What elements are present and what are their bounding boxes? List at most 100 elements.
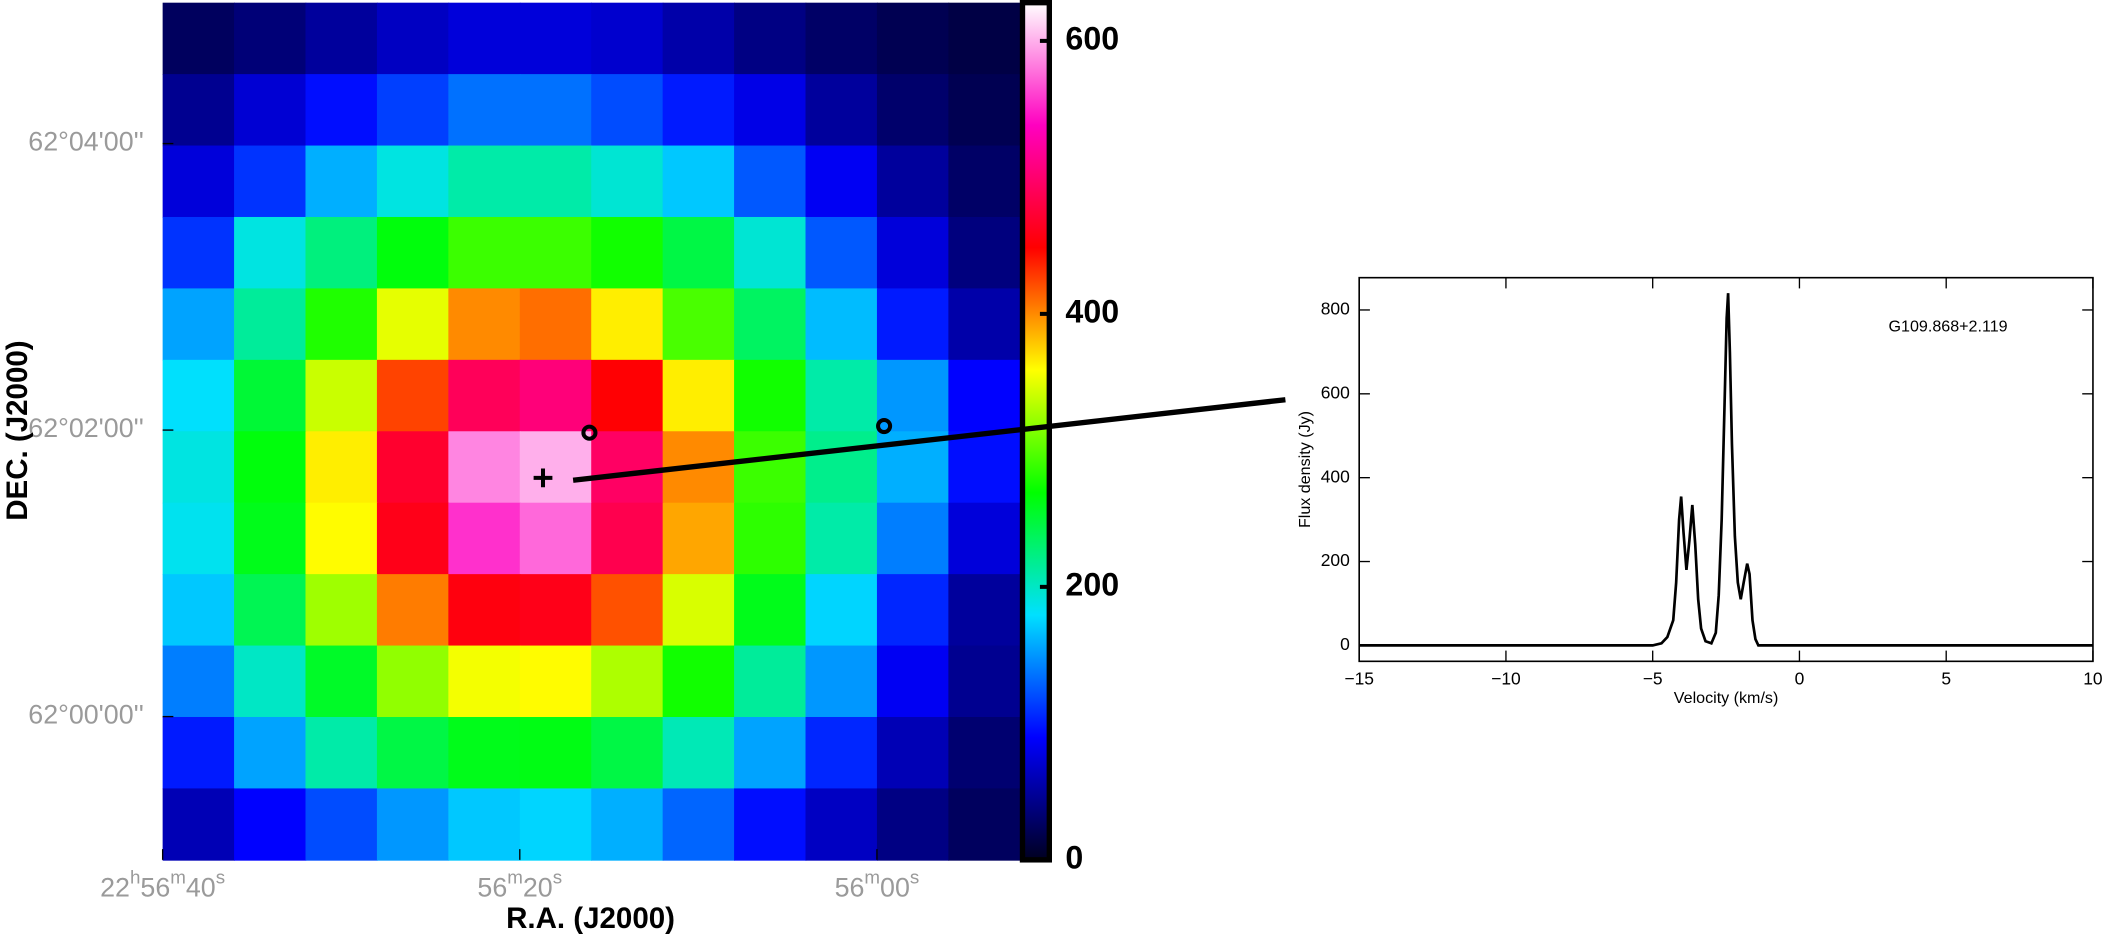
map-pixel [591,574,664,647]
x-axis-title: Velocity (km/s) [1674,689,1779,707]
map-pixel [376,788,450,861]
map-pixel [876,74,950,147]
map-pixel [876,2,950,75]
y-tick-label: 62°00'00'' [28,700,144,730]
map-pixel [519,574,593,647]
y-tick-label: 0 [1340,634,1350,654]
map-pixel [234,2,307,75]
map-pixel [376,502,450,575]
map-pixel [734,359,807,433]
map-pixel [734,288,807,361]
map-pixel [234,574,307,647]
map-pixel [448,2,521,75]
x-tick-label: 0 [1795,669,1805,689]
map-pixel [376,74,450,147]
source-circle [876,417,893,435]
map-pixel [876,645,950,718]
map-pixel [805,502,878,575]
map-pixel [591,2,664,75]
map-pixel [305,502,378,575]
colorbar-tick-label: 0 [1065,839,1083,875]
map-pixel [234,431,307,504]
map-pixel [805,574,878,647]
y-tick-label: 400 [1321,466,1350,486]
map-pixel [591,431,664,504]
map-pixel [948,431,1021,504]
colorbar-tick-label: 400 [1065,293,1119,329]
colorbar-tick-label: 200 [1065,566,1119,602]
map-pixel [305,359,378,433]
map-pixel [376,359,450,433]
map-pixel [591,502,664,575]
map-pixel [162,145,235,218]
y-axis-title: DEC. (J2000) [1,340,34,520]
map-pixel [305,431,378,504]
map-pixel [234,502,307,575]
map-pixel [162,431,235,504]
map-pixel [805,216,878,290]
map-pixel [876,145,950,218]
map-pixel [448,645,521,718]
map-pixel [662,716,735,790]
map-pixel [162,788,235,861]
map-pixel [805,145,878,218]
map-pixel [734,145,807,218]
map-pixel [662,2,735,75]
map-pixel [662,788,735,861]
map-pixel [162,359,235,433]
map-pixel [376,288,450,361]
x-tick-label: 5 [1941,669,1951,689]
colorbar-tick-label: 600 [1065,20,1119,56]
map-pixel [734,788,807,861]
map-pixel [662,216,735,290]
map-pixel [948,645,1021,718]
map-pixel [662,74,735,147]
map-pixel [591,145,664,218]
map-pixel [948,359,1021,433]
map-pixel [234,145,307,218]
map-pixel [162,716,235,790]
map-pixel [662,359,735,433]
map-pixel [162,216,235,290]
map-pixel [162,2,235,75]
map-pixel [734,431,807,504]
map-pixel [876,716,950,790]
x-tick-label: −15 [1344,669,1374,689]
map-pixel [305,145,378,218]
map-pixel [948,288,1021,361]
map-pixel [805,74,878,147]
y-tick-label: 62°04'00'' [28,127,144,157]
map-pixel [305,716,378,790]
map-panel: 22h56m40s 56m20s 56m00s 62°04'00'' 62°02'00'… [1,0,1119,935]
map-pixel [376,145,450,218]
spectrum-line [1359,293,2093,647]
map-pixel [662,645,735,718]
y-tick-label: 800 [1321,299,1350,319]
map-pixel [376,574,450,647]
y-tick-label: 62°02'00'' [28,413,144,443]
map-pixel [234,288,307,361]
map-pixel [305,645,378,718]
map-pixel [448,502,521,575]
map-pixel [162,645,235,718]
x-tick-label: −5 [1643,669,1663,689]
source-circle [581,424,598,441]
map-pixel [234,645,307,718]
map-pixel [305,788,378,861]
map-pixel [519,716,593,790]
map-pixel [948,574,1021,647]
y-tick-label: 200 [1321,550,1350,570]
map-pixel [234,788,307,861]
map-pixel [519,502,593,575]
map-pixel [234,359,307,433]
map-pixel [734,502,807,575]
map-pixel [519,431,593,504]
map-pixel [662,574,735,647]
map-pixel [162,74,235,147]
x-tick-label: 56m20s [477,867,562,903]
map-pixel [591,359,664,433]
map-pixel [448,145,521,218]
x-tick-label: −10 [1491,669,1521,689]
map-pixel [376,716,450,790]
map-pixel [591,645,664,718]
